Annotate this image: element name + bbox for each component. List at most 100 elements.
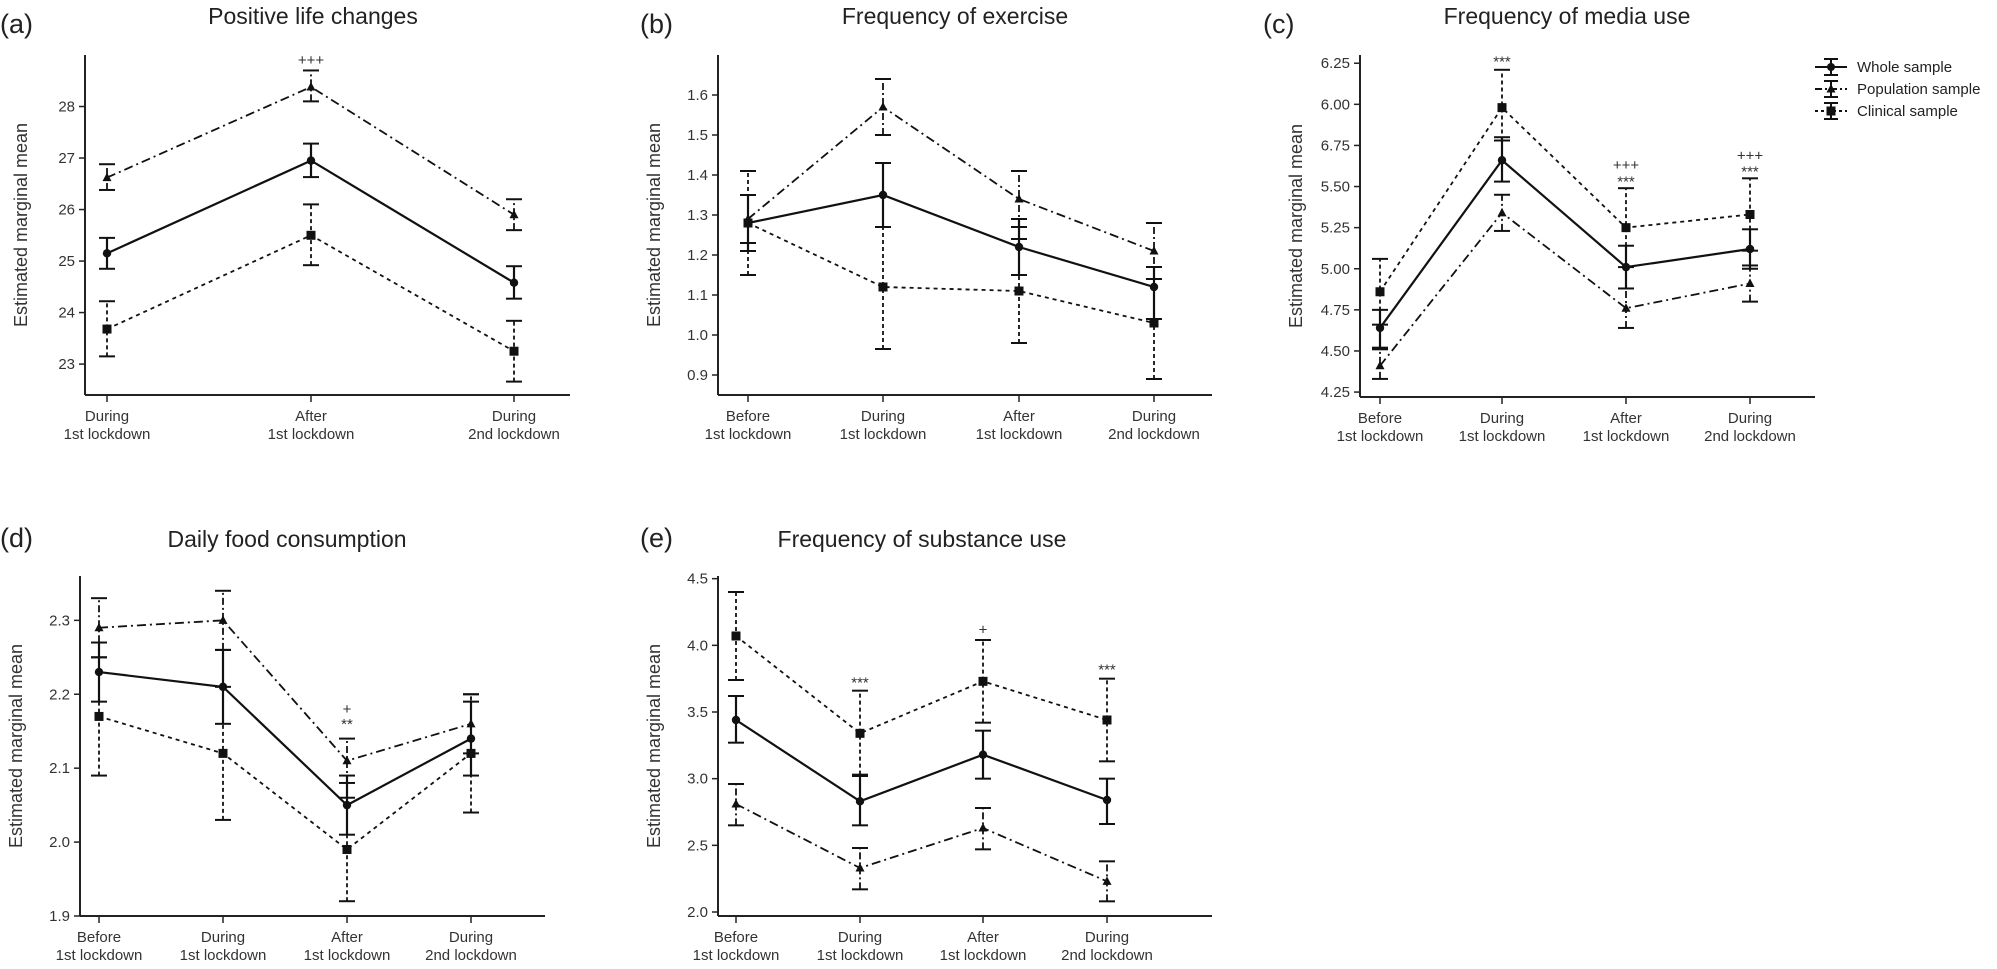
x-tick-label-line: 2nd lockdown [1061,947,1153,964]
y-tick-label: 25 [58,253,75,270]
legend-label: Clinical sample [1857,103,1958,120]
y-tick-label: 23 [58,356,75,373]
significance-annotation: *** [1741,164,1759,181]
y-tick-label: 1.1 [687,287,708,304]
x-tick-label: Before 1st lockdown [1337,410,1424,445]
x-tick-label-line: During [492,408,536,425]
significance-annotation: *** [1493,54,1511,71]
data-point [94,711,104,721]
data-point [731,799,741,808]
series-population-sample [99,69,522,232]
x-tick-label: During 1st lockdown [64,408,151,443]
panel-label: (e) [640,523,673,553]
x-tick-label-line: Before [714,929,758,946]
y-tick-label: 28 [58,99,75,116]
series-line [98,619,472,762]
x-tick-label-line: 1st lockdown [976,426,1063,443]
panel-e: (e) Frequency of substance use 2.0 2.5 3.0 3.… [640,523,1212,964]
significance-annotation: + [343,701,352,718]
data-point [855,728,865,738]
data-point [466,748,476,758]
data-point [306,81,316,91]
x-tick-label-line: Before [77,929,121,946]
x-tick-label-line: After [295,408,327,425]
y-tick-label: 1.6 [687,87,708,104]
data-point [1102,795,1112,805]
legend-marker-triangle-icon [1826,84,1836,93]
x-tick-label-line: During [838,929,882,946]
data-point [218,748,228,758]
x-tick-label-line: After [331,929,363,946]
y-tick-label: 1.5 [687,127,708,144]
panel-d: (d) Daily food consumption 1.9 2.0 2.1 2.2 2.3… [0,523,545,964]
data-point [306,230,316,240]
data-point [342,844,352,854]
data-point [878,282,888,292]
y-axis-label: Estimated marginal mean [1286,124,1306,328]
x-tick-label-line: During [861,408,905,425]
x-tick-label-line: 1st lockdown [304,947,391,964]
y-tick-label: 0.9 [687,367,708,384]
x-tick-label-line: During [1085,929,1129,946]
series-population-sample [740,78,1162,280]
y-tick-label: 3.0 [687,771,708,788]
panel-label: (c) [1263,9,1294,39]
data-point [102,172,112,182]
x-tick-label: Before 1st lockdown [56,929,143,964]
y-tick-label: 6.25 [1321,55,1350,72]
data-point [1102,715,1112,725]
y-tick-label: 6.75 [1321,137,1350,154]
x-tick-label: After 1st lockdown [1583,410,1670,445]
series-clinical-sample [99,203,522,383]
x-tick-label: Before 1st lockdown [693,929,780,964]
legend-item: Clinical sample [1815,102,1958,120]
x-tick-label-line: 1st lockdown [268,426,355,443]
data-point [1375,287,1385,297]
data-point [743,218,753,228]
legend-marker-circle-icon [1827,63,1835,71]
significance-annotation: +++ [1737,147,1764,164]
x-tick-label-line: 1st lockdown [1583,428,1670,445]
x-tick-label: During 2nd lockdown [468,408,560,443]
y-tick-label: 24 [58,305,75,322]
x-tick-label-line: During [449,929,493,946]
x-tick-label-line: During [1728,410,1772,427]
data-point [1497,156,1507,165]
series-line [1379,158,1751,329]
data-point [1745,278,1755,288]
panel-title: Frequency of substance use [778,526,1067,552]
data-point [878,102,888,111]
y-tick-label: 1.4 [687,167,708,184]
x-tick-label-line: 1st lockdown [180,947,267,964]
x-tick-label: After 1st lockdown [940,929,1027,964]
panel-title: Frequency of exercise [842,3,1068,29]
data-point [855,797,865,806]
x-tick-label-line: 1st lockdown [840,426,927,443]
y-tick-label: 2.2 [49,686,70,703]
y-tick-label: 26 [58,202,75,219]
data-point [1497,207,1507,217]
y-tick-label: 3.5 [687,704,708,721]
data-point [94,622,104,632]
x-tick-label-line: 1st lockdown [817,947,904,964]
x-tick-label-line: 1st lockdown [705,426,792,443]
significance-annotation: + [979,621,988,638]
y-axis-label: Estimated marginal mean [644,123,664,327]
data-point [509,346,519,356]
series-clinical-sample [1372,68,1758,326]
data-point [1102,876,1112,885]
y-tick-label: 2.1 [49,760,70,777]
data-point [1014,194,1024,203]
y-tick-label: 2.0 [687,904,708,921]
panel-title: Daily food consumption [167,526,406,552]
x-tick-label-line: 2nd lockdown [1108,426,1200,443]
x-tick-label: During 2nd lockdown [425,929,517,964]
series-whole-sample [740,162,1162,320]
x-tick-label-line: 2nd lockdown [468,426,560,443]
data-point [466,718,476,728]
x-tick-label-line: During [201,929,245,946]
legend-label: Whole sample [1857,59,1952,76]
data-point [102,249,112,258]
legend: Whole sample Population sample Clinical sa… [1815,58,1980,120]
data-point [731,715,741,725]
